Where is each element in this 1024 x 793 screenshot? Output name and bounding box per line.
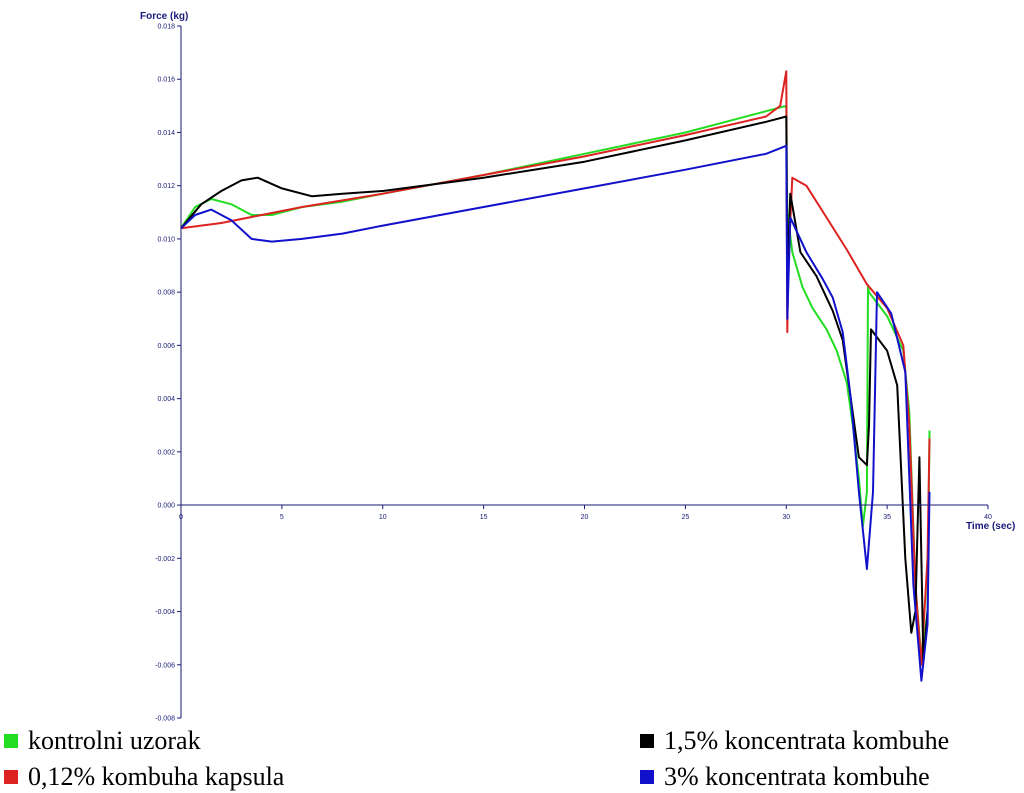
legend-item-kontrolni: kontrolni uzorak — [4, 726, 201, 756]
legend-swatch-icon — [640, 734, 654, 748]
x-tick-label: 40 — [984, 514, 992, 521]
series-line-1 — [180, 104, 931, 661]
legend-swatch-icon — [4, 734, 18, 748]
y-tick-label: 0.002 — [157, 449, 175, 456]
legend-label: kontrolni uzorak — [28, 726, 201, 755]
x-tick-label: 5 — [280, 514, 284, 521]
y-tick-label: 0.006 — [157, 343, 175, 350]
x-tick-label: 15 — [480, 514, 488, 521]
y-tick-label: -0.002 — [155, 556, 175, 563]
y-tick-label: 0.010 — [157, 236, 175, 243]
x-tick-label: 10 — [379, 514, 387, 521]
y-axis-label: Force (kg) — [140, 11, 188, 22]
series-layer — [180, 70, 931, 682]
legend-label: 1,5% koncentrata kombuhe — [664, 726, 950, 755]
series-line-4 — [180, 144, 931, 682]
y-tick-label: -0.004 — [155, 609, 175, 616]
legend-swatch-icon — [4, 770, 18, 784]
y-tick-label: 0.004 — [157, 396, 175, 403]
y-tick-label: 0.016 — [157, 77, 175, 84]
legend-item-kapsula: 0,12% kombuha kapsula — [4, 762, 284, 792]
x-axis-label: Time (sec) — [966, 521, 1015, 532]
y-tick-label: 0.008 — [157, 290, 175, 297]
series-line-3 — [180, 115, 929, 664]
x-tick-label: 35 — [883, 514, 891, 521]
y-tick-label: 0.018 — [157, 24, 175, 31]
legend-item-1-5: 1,5% koncentrata kombuhe — [640, 726, 949, 756]
x-tick-label: 30 — [782, 514, 790, 521]
legend-item-3: 3% koncentrata kombuhe — [640, 762, 930, 792]
axes-layer — [180, 26, 988, 718]
force-time-chart: 0 5 10 15 20 25 30 35 40 0.018 0.016 0.014 0.012 0.01… — [140, 11, 1015, 723]
ticks-layer: 0 5 10 15 20 25 30 35 40 0.018 0.016 0.014 0.012 0.01… — [155, 24, 992, 723]
y-tick-label: 0.014 — [157, 130, 175, 137]
y-tick-label: -0.006 — [155, 662, 175, 669]
x-tick-label: 0 — [179, 514, 183, 521]
legend: kontrolni uzorak 0,12% kombuha kapsula 1… — [0, 726, 1024, 793]
legend-label: 3% koncentrata kombuhe — [664, 762, 930, 791]
y-tick-label: 0.000 — [157, 503, 175, 510]
y-tick-label: -0.008 — [155, 716, 175, 723]
x-tick-label: 25 — [681, 514, 689, 521]
legend-swatch-icon — [640, 770, 654, 784]
y-tick-label: 0.012 — [157, 183, 175, 190]
x-tick-label: 20 — [581, 514, 589, 521]
legend-label: 0,12% kombuha kapsula — [28, 762, 285, 791]
